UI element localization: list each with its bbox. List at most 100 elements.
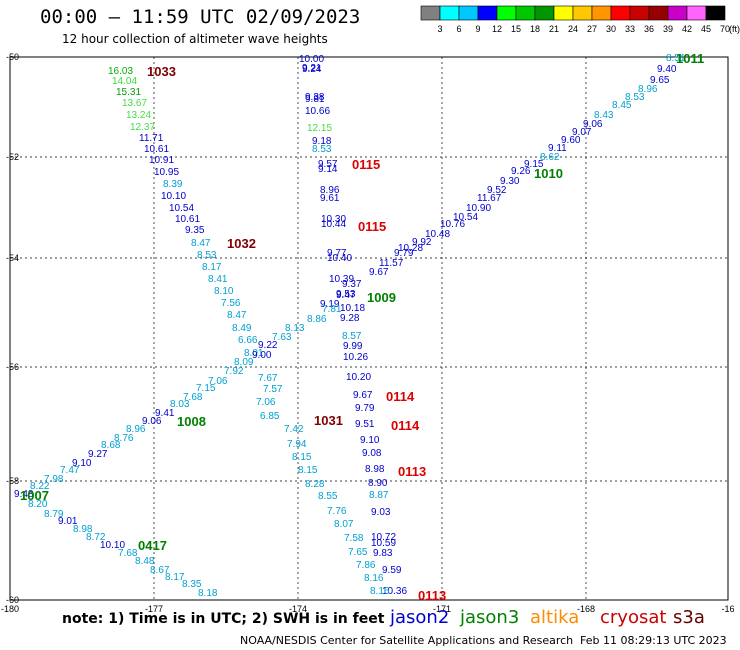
wave-point-label: 9.19: [320, 299, 340, 310]
wave-point-label: 8.22: [30, 481, 50, 492]
lat-label: -60: [6, 595, 19, 605]
wave-point-label: 10.95: [154, 167, 179, 178]
wave-point-label: 9.53: [336, 289, 356, 300]
wave-point-label: 8.47: [227, 310, 247, 321]
wave-point-label: 8.53: [625, 92, 645, 103]
map-grid: [9, 56, 729, 601]
wave-point-label: 10.10: [161, 191, 186, 202]
legend-tick: 27: [587, 24, 597, 34]
wave-point-label: 9.92: [412, 237, 432, 248]
wave-point-label: 10.18: [340, 303, 365, 314]
legend-swatch: [515, 5, 536, 21]
wave-point-label: 7.57: [263, 384, 283, 395]
legend-tick: 42: [682, 24, 692, 34]
wave-point-label: 7.06: [208, 376, 228, 387]
wave-point-label: 9.52: [487, 185, 507, 196]
legend-swatch: [610, 5, 631, 21]
track-label: 0115: [358, 219, 386, 234]
wave-point-label: 10.61: [175, 214, 200, 225]
track-label: 0114: [386, 389, 415, 404]
wave-point-label: 9.08: [362, 448, 382, 459]
wave-point-label: 9.30: [500, 176, 520, 187]
legend-swatch: [439, 5, 460, 21]
wave-point-label: 8.15: [298, 465, 318, 476]
wave-point-label: 7.06: [256, 397, 276, 408]
track-label: 0115: [352, 157, 380, 172]
wave-point-label: 10.54: [169, 203, 194, 214]
lat-label: -52: [6, 152, 19, 162]
legend-tick: 45: [701, 24, 711, 34]
legend-swatch: [705, 5, 726, 21]
wave-point-label: 7.58: [344, 533, 364, 544]
wave-point-label: 10.30: [321, 214, 346, 225]
page-subtitle: 12 hour collection of altimeter wave hei…: [62, 32, 328, 46]
wave-point-label: 7.65: [348, 547, 368, 558]
wave-point-label: 8.86: [307, 314, 327, 325]
lon-label: -177: [145, 604, 163, 614]
wave-point-label: 9.67: [369, 267, 389, 278]
wave-point-label: 9.57: [318, 159, 338, 170]
wave-point-label: 7.81: [322, 304, 342, 315]
wave-point-label: 8.45: [612, 100, 632, 111]
satellite-s3a: s3a: [673, 607, 705, 628]
wave-point-label: 11.71: [139, 133, 164, 144]
page-title: 00:00 – 11:59 UTC 02/09/2023: [40, 6, 361, 28]
wave-point-label: 7.68: [118, 548, 138, 559]
wave-point-label: 9.01: [58, 516, 78, 527]
wave-point-label: 9.24: [302, 64, 322, 75]
legend-tick: 12: [492, 24, 502, 34]
legend-swatch: [667, 5, 688, 21]
wave-point-label: 9.06: [583, 119, 603, 130]
legend-unit: (ft): [729, 24, 740, 34]
wave-point-label: 8.35: [182, 579, 202, 590]
wave-point-label: 8.43: [594, 110, 614, 121]
wave-point-label: 10.72: [371, 532, 396, 543]
wave-point-label: 12.15: [307, 123, 332, 134]
satellite-altika: altika: [530, 607, 580, 628]
wave-point-label: 8.20: [28, 499, 48, 510]
wave-point-label: 16.03: [108, 66, 133, 77]
track-label: 1032: [227, 236, 256, 251]
timestamp-text: Feb 11 08:29:13 UTC 2023: [580, 634, 727, 647]
wave-point-label: 8.53: [197, 250, 217, 261]
wave-point-label: 8.72: [86, 532, 106, 543]
wave-point-label: 8.28: [305, 479, 325, 490]
wave-point-label: 8.41: [208, 274, 228, 285]
wave-point-label: 10.91: [149, 155, 174, 166]
wave-point-label: 8.76: [114, 433, 134, 444]
wave-point-label: 8.53: [312, 144, 332, 155]
wave-point-label: 8.55: [318, 491, 338, 502]
lon-label: -174: [289, 604, 307, 614]
legend-swatch: [629, 5, 650, 21]
wave-point-label: 9.60: [561, 135, 581, 146]
wave-point-label: 10.20: [346, 372, 371, 383]
legend-tick: 6: [456, 24, 461, 34]
wave-point-label: 8.57: [342, 331, 362, 342]
legend-swatch: [648, 5, 669, 21]
wave-point-label: 10.48: [425, 229, 450, 240]
wave-point-label: 10.00: [299, 54, 324, 65]
wave-point-label: 9.48: [14, 489, 34, 500]
wave-point-label: 8.07: [334, 519, 354, 530]
legend-tick: 24: [568, 24, 578, 34]
wave-point-label: 8.47: [191, 238, 211, 249]
legend-swatch: [420, 5, 441, 21]
wave-point-label: 8.13: [285, 323, 305, 334]
color-legend: 3 6 9 12 15 18 21 24 27 30 33 36 39 42 45 70(ft): [420, 5, 740, 34]
credit-text: NOAA/NESDIS Center for Satellite Applica…: [240, 634, 574, 647]
wave-point-label: 9.22: [258, 340, 278, 351]
lat-label: -56: [6, 362, 19, 372]
track-label: 1031: [314, 413, 343, 428]
wave-point-label: 9.40: [657, 64, 677, 75]
wave-point-label: 9.18: [312, 136, 332, 147]
wave-point-label: 9.10: [360, 435, 380, 446]
note-text: note: 1) Time is in UTC; 2) SWH is in fe…: [62, 611, 385, 627]
satellite-jason2: jason2: [390, 607, 450, 628]
wave-point-label: 9.77: [327, 248, 347, 259]
wave-point-label: 8.03: [170, 399, 190, 410]
wave-point-label: 7.76: [327, 506, 347, 517]
wave-point-label: 8.18: [198, 588, 218, 599]
wave-point-label: 9.81: [305, 94, 325, 105]
wave-point-label: 9.79: [394, 248, 414, 259]
